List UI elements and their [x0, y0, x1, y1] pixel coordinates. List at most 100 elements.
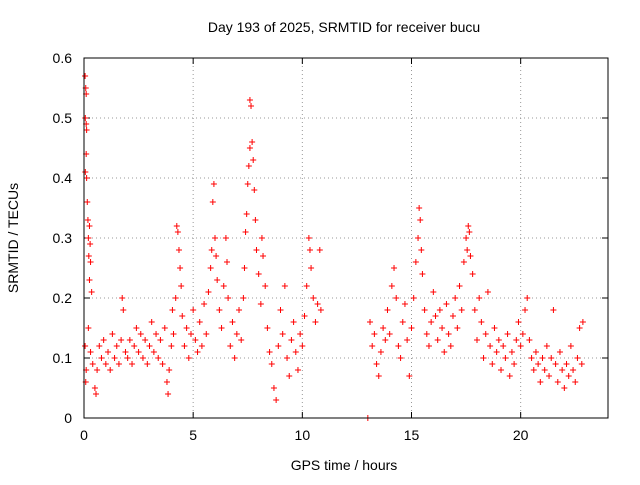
- data-point: [229, 319, 236, 325]
- data-point: [489, 361, 496, 367]
- y-tick-label: 0.4: [53, 170, 73, 186]
- data-point: [102, 361, 109, 367]
- data-point: [210, 181, 217, 187]
- data-point: [513, 337, 520, 343]
- data-point: [248, 103, 255, 109]
- grid-lines: [84, 58, 608, 418]
- data-point: [386, 331, 393, 337]
- data-point: [82, 169, 89, 175]
- data-point: [460, 259, 467, 265]
- data-point: [115, 361, 122, 367]
- x-tick-label: 20: [513, 427, 529, 443]
- data-point: [169, 307, 176, 313]
- data-point: [458, 307, 465, 313]
- data-point: [467, 253, 474, 259]
- data-point: [410, 295, 417, 301]
- data-point: [380, 325, 387, 331]
- data-point: [139, 355, 146, 361]
- data-point: [443, 301, 450, 307]
- data-point: [88, 289, 95, 295]
- data-point: [251, 187, 258, 193]
- data-point: [317, 307, 324, 313]
- data-point: [445, 331, 452, 337]
- data-point: [535, 361, 542, 367]
- data-point: [471, 307, 478, 313]
- data-point: [464, 247, 471, 253]
- data-point: [273, 397, 280, 403]
- data-point: [541, 367, 548, 373]
- data-point: [554, 379, 561, 385]
- data-point: [574, 355, 581, 361]
- data-point: [209, 199, 216, 205]
- data-point: [305, 235, 312, 241]
- data-point: [524, 295, 531, 301]
- data-point: [484, 289, 491, 295]
- data-point: [563, 361, 570, 367]
- data-point: [532, 349, 539, 355]
- x-tick-label: 15: [404, 427, 420, 443]
- data-point: [111, 355, 118, 361]
- data-point: [82, 115, 89, 121]
- data-point: [196, 319, 203, 325]
- data-point: [371, 331, 378, 337]
- data-point: [506, 373, 513, 379]
- data-point: [428, 319, 435, 325]
- y-tick-label: 0.6: [53, 50, 73, 66]
- data-point: [465, 223, 472, 229]
- data-point: [463, 235, 470, 241]
- data-point: [522, 307, 529, 313]
- data-point: [441, 349, 448, 355]
- data-point: [94, 367, 101, 373]
- data-point: [561, 385, 568, 391]
- data-point: [218, 325, 225, 331]
- data-point: [225, 295, 232, 301]
- data-point: [238, 337, 245, 343]
- data-point: [552, 361, 559, 367]
- data-point: [447, 343, 454, 349]
- data-point: [288, 337, 295, 343]
- data-point: [224, 259, 231, 265]
- data-point: [179, 313, 186, 319]
- data-point: [175, 247, 182, 253]
- data-point: [216, 307, 223, 313]
- data-point: [406, 373, 413, 379]
- data-point: [173, 223, 180, 229]
- data-point: [373, 361, 380, 367]
- y-tick-label: 0.5: [53, 110, 73, 126]
- y-axis-label: SRMTID / TECUs: [5, 183, 21, 293]
- data-point: [124, 355, 131, 361]
- data-point: [316, 247, 323, 253]
- data-point: [415, 235, 422, 241]
- data-point: [528, 355, 535, 361]
- data-point: [565, 373, 572, 379]
- data-point: [253, 247, 260, 253]
- data-point: [148, 319, 155, 325]
- data-point: [286, 373, 293, 379]
- data-point: [270, 385, 277, 391]
- data-point: [377, 349, 384, 355]
- data-point: [418, 247, 425, 253]
- data-point: [135, 349, 142, 355]
- data-point: [388, 283, 395, 289]
- data-point: [260, 253, 267, 259]
- data-point: [382, 337, 389, 343]
- data-point: [397, 355, 404, 361]
- data-point: [198, 343, 205, 349]
- data-point: [208, 247, 215, 253]
- data-point: [511, 361, 518, 367]
- data-point: [190, 307, 197, 313]
- data-point: [391, 265, 398, 271]
- data-point: [268, 361, 275, 367]
- data-point: [118, 337, 125, 343]
- data-point: [297, 331, 304, 337]
- data-point: [192, 337, 199, 343]
- x-tick-label: 10: [295, 427, 311, 443]
- data-point: [292, 349, 299, 355]
- data-point: [84, 199, 91, 205]
- data-point: [163, 379, 170, 385]
- data-point: [87, 259, 94, 265]
- data-point: [245, 163, 252, 169]
- data-point: [109, 331, 116, 337]
- data-point: [105, 349, 112, 355]
- data-point: [213, 253, 220, 259]
